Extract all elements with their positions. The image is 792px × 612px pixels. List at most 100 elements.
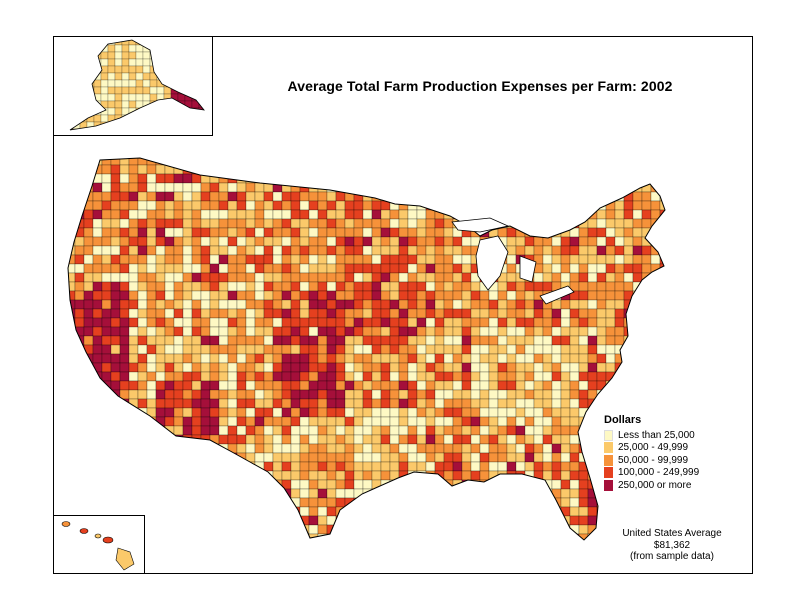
county-cell — [74, 173, 85, 184]
county-cell — [245, 425, 256, 436]
county-cell — [479, 461, 490, 472]
county-cell — [128, 254, 139, 265]
county-cell — [173, 182, 184, 193]
county-cell — [68, 497, 76, 508]
county-cell — [308, 272, 319, 283]
county-cell — [200, 470, 211, 481]
county-cell — [650, 380, 661, 391]
county-cell — [101, 254, 112, 265]
county-cell — [68, 335, 76, 346]
county-cell — [200, 209, 211, 220]
county-cell — [92, 209, 103, 220]
county-cell — [110, 227, 121, 238]
county-cell — [317, 209, 328, 220]
county-cell — [389, 533, 400, 540]
county-cell — [200, 227, 211, 238]
borough-cell — [72, 79, 81, 88]
county-cell — [191, 263, 202, 274]
county-cell — [200, 362, 211, 373]
county-cell — [290, 254, 301, 265]
county-cell — [137, 443, 148, 454]
county-cell — [569, 434, 580, 445]
county-cell — [452, 281, 463, 292]
county-cell — [434, 299, 445, 310]
county-cell — [281, 263, 292, 274]
borough-cell — [170, 72, 179, 81]
county-cell — [245, 497, 256, 508]
county-cell — [605, 236, 616, 247]
county-cell — [83, 227, 94, 238]
county-cell — [254, 425, 265, 436]
county-cell — [515, 182, 526, 193]
county-cell — [218, 191, 229, 202]
county-cell — [416, 425, 427, 436]
county-cell — [479, 317, 490, 328]
county-cell — [497, 515, 508, 526]
county-cell — [443, 245, 454, 256]
county-cell — [479, 200, 490, 211]
county-cell — [182, 209, 193, 220]
county-cell — [209, 236, 220, 247]
county-cell — [524, 245, 535, 256]
county-cell — [515, 173, 526, 184]
county-cell — [164, 389, 175, 400]
county-cell — [281, 200, 292, 211]
county-cell — [182, 254, 193, 265]
county-cell — [92, 488, 103, 499]
county-cell — [101, 497, 112, 508]
county-cell — [650, 191, 661, 202]
county-cell — [227, 497, 238, 508]
county-cell — [488, 158, 499, 166]
county-cell — [272, 344, 283, 355]
county-cell — [254, 173, 265, 184]
county-cell — [614, 173, 625, 184]
county-cell — [236, 272, 247, 283]
county-cell — [335, 380, 346, 391]
county-cell — [191, 290, 202, 301]
borough-cell — [70, 100, 74, 109]
county-cell — [344, 443, 355, 454]
county-cell — [68, 389, 76, 400]
county-cell — [623, 317, 634, 328]
county-cell — [83, 515, 94, 526]
borough-cell — [177, 79, 186, 88]
county-cell — [596, 317, 607, 328]
borough-cell — [198, 51, 204, 60]
county-cell — [155, 245, 166, 256]
county-cell — [605, 272, 616, 283]
county-cell — [245, 515, 256, 526]
county-cell — [362, 299, 373, 310]
county-cell — [578, 308, 589, 319]
county-cell — [308, 299, 319, 310]
county-cell — [200, 524, 211, 535]
borough-cell — [156, 65, 165, 74]
county-cell — [155, 524, 166, 535]
county-cell — [650, 326, 661, 337]
county-cell — [83, 272, 94, 283]
county-cell — [362, 398, 373, 409]
county-cell — [533, 335, 544, 346]
county-cell — [353, 218, 364, 229]
county-cell — [434, 425, 445, 436]
county-cell — [506, 371, 517, 382]
county-cell — [614, 506, 625, 517]
county-cell — [326, 443, 337, 454]
county-cell — [641, 299, 652, 310]
county-cell — [353, 308, 364, 319]
county-cell — [362, 452, 373, 463]
county-cell — [272, 380, 283, 391]
county-cell — [632, 245, 643, 256]
county-cell — [461, 272, 472, 283]
county-cell — [371, 182, 382, 193]
county-cell — [263, 173, 274, 184]
county-cell — [209, 515, 220, 526]
county-cell — [74, 164, 85, 175]
borough-cell — [79, 100, 88, 109]
county-cell — [461, 236, 472, 247]
county-cell — [299, 407, 310, 418]
county-cell — [650, 515, 661, 526]
county-cell — [632, 200, 643, 211]
county-cell — [623, 515, 634, 526]
county-cell — [146, 236, 157, 247]
county-cell — [506, 182, 517, 193]
